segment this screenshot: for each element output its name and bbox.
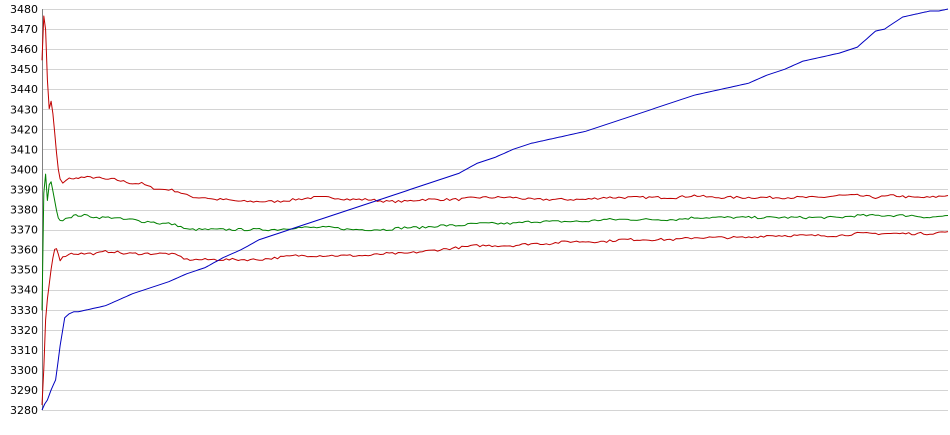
y-tick-label: 3460 — [10, 43, 38, 56]
y-tick-label: 3430 — [10, 103, 38, 116]
series-line-1 — [41, 15, 949, 204]
y-tick-label: 3470 — [10, 23, 38, 36]
series-lines — [41, 8, 949, 411]
y-tick-label: 3420 — [10, 123, 38, 136]
gridlines — [42, 9, 948, 411]
y-tick-label: 3320 — [10, 324, 38, 337]
y-tick-label: 3310 — [10, 344, 38, 357]
series-line-2 — [41, 173, 949, 311]
y-tick-label: 3450 — [10, 63, 38, 76]
y-tick-label: 3350 — [10, 264, 38, 277]
y-tick-label: 3280 — [10, 404, 38, 417]
y-tick-label: 3360 — [10, 244, 38, 257]
y-tick-label: 3300 — [10, 364, 38, 377]
y-tick-label: 3340 — [10, 284, 38, 297]
series-line-3 — [41, 231, 949, 406]
y-tick-label: 3380 — [10, 204, 38, 217]
y-tick-label: 3370 — [10, 224, 38, 237]
series-line-4 — [41, 8, 949, 411]
y-axis-tick-labels: 3280 3290 3300 3310 3320 3330 3340 3350 3360 3370… — [10, 3, 38, 417]
y-tick-label: 3440 — [10, 83, 38, 96]
y-tick-label: 3330 — [10, 304, 38, 317]
y-tick-label: 3480 — [10, 3, 38, 16]
y-tick-label: 3400 — [10, 163, 38, 176]
y-tick-label: 3390 — [10, 183, 38, 196]
y-tick-label: 3410 — [10, 143, 38, 156]
y-tick-label: 3290 — [10, 384, 38, 397]
